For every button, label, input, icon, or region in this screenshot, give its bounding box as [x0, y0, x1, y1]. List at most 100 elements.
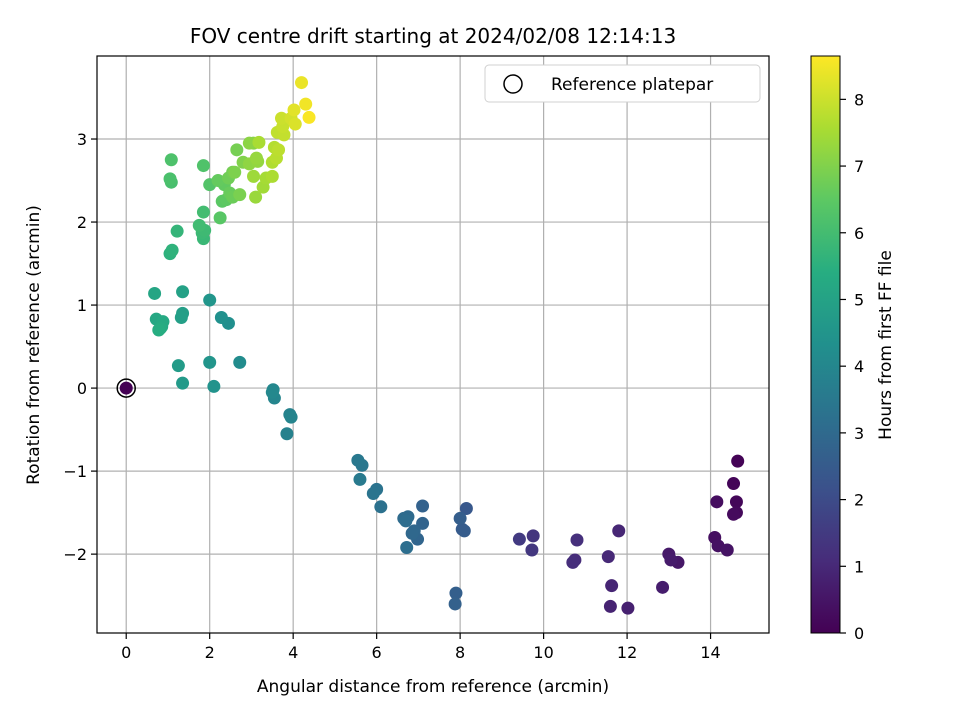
colorbar-tick-label: 7 — [854, 157, 864, 176]
data-point — [287, 103, 301, 117]
legend-label-reference-platepar: Reference platepar — [551, 75, 713, 95]
data-point — [163, 172, 177, 186]
data-point — [228, 165, 242, 179]
data-point — [416, 516, 430, 530]
data-point — [727, 507, 741, 521]
data-point — [233, 355, 247, 369]
data-point — [265, 169, 279, 183]
data-point — [302, 110, 316, 124]
chart-title: FOV centre drift starting at 2024/02/08 … — [190, 24, 676, 48]
data-point — [265, 385, 279, 399]
data-point — [280, 427, 294, 441]
data-point — [512, 532, 526, 546]
data-point — [449, 586, 463, 600]
data-point — [295, 76, 309, 90]
colorbar-tick-label: 0 — [854, 624, 864, 643]
data-point — [171, 359, 185, 373]
x-tick-label: 8 — [455, 643, 465, 662]
y-tick-label: 1 — [77, 296, 87, 315]
reference-data-point — [119, 381, 133, 395]
data-point — [416, 499, 430, 513]
x-tick-label: 12 — [617, 643, 637, 662]
colorbar-gradient — [810, 55, 841, 634]
data-point — [203, 355, 217, 369]
data-point — [192, 218, 206, 232]
data-point — [274, 111, 288, 125]
data-point — [605, 579, 619, 593]
data-point — [164, 153, 178, 167]
data-point — [366, 487, 380, 501]
data-point — [196, 205, 210, 219]
data-point — [203, 293, 217, 307]
y-tick-label: 2 — [77, 213, 87, 232]
x-tick-label: 10 — [533, 643, 553, 662]
data-point — [249, 190, 263, 204]
data-point — [720, 543, 734, 557]
legend: Reference platepar — [484, 64, 761, 103]
colorbar-tick-label: 2 — [854, 491, 864, 510]
data-point — [399, 514, 413, 528]
data-point — [374, 500, 388, 514]
colorbar-tick-label: 6 — [854, 224, 864, 243]
data-point — [453, 511, 467, 525]
x-tick-label: 4 — [288, 643, 298, 662]
y-axis-label: Rotation from reference (arcmin) — [24, 205, 44, 485]
data-point — [170, 224, 184, 238]
grid-lines — [97, 56, 769, 633]
data-point — [729, 495, 743, 509]
data-point — [601, 550, 615, 564]
colorbar-ticks: 0 1 2 3 4 5 6 7 8 — [840, 90, 864, 643]
data-point — [148, 286, 162, 300]
data-point — [526, 529, 540, 543]
colorbar-tick-label: 1 — [854, 557, 864, 576]
x-axis-label: Angular distance from reference (arcmin) — [257, 677, 609, 697]
data-point — [249, 151, 263, 165]
data-point — [288, 117, 302, 131]
x-tick-label: 2 — [205, 643, 215, 662]
y-tick-label: −1 — [63, 462, 87, 481]
data-point — [247, 169, 261, 183]
x-tick-label: 0 — [121, 643, 131, 662]
data-point — [448, 597, 462, 611]
data-point — [213, 211, 227, 225]
data-point — [570, 533, 584, 547]
data-point — [664, 553, 678, 567]
data-point — [459, 501, 473, 515]
data-point — [214, 311, 228, 325]
colorbar: 0 1 2 3 4 5 6 7 8 Hours from first FF file — [810, 55, 896, 643]
colorbar-label: Hours from first FF file — [876, 250, 896, 440]
data-point — [176, 376, 190, 390]
x-tick-label: 14 — [700, 643, 720, 662]
colorbar-tick-label: 4 — [854, 357, 864, 376]
y-tick-label: 0 — [77, 379, 87, 398]
data-point — [457, 524, 471, 538]
colorbar-tick-label: 5 — [854, 290, 864, 309]
data-point — [230, 143, 244, 157]
data-point — [353, 472, 367, 486]
data-point — [400, 540, 414, 554]
data-point — [727, 477, 741, 491]
data-points — [119, 76, 745, 615]
data-point — [272, 143, 286, 157]
data-point — [603, 599, 617, 613]
data-point — [196, 159, 210, 173]
data-point — [176, 285, 190, 299]
data-point — [233, 188, 247, 202]
data-point — [656, 580, 670, 594]
x-tick-label: 6 — [372, 643, 382, 662]
reference-platepar-marker — [116, 378, 136, 398]
data-point — [207, 379, 221, 393]
data-point — [284, 410, 298, 424]
data-point — [351, 453, 365, 467]
data-point — [299, 97, 313, 111]
y-tick-label: −2 — [63, 545, 87, 564]
data-point — [566, 555, 580, 569]
data-point — [621, 601, 635, 615]
legend-box — [484, 64, 761, 103]
data-point — [174, 311, 188, 325]
plot-frame — [96, 55, 770, 634]
x-axis: 0 2 4 6 8 10 12 14 — [121, 633, 721, 662]
data-point — [731, 454, 745, 468]
y-tick-label: 3 — [77, 130, 87, 149]
data-point — [525, 543, 539, 557]
